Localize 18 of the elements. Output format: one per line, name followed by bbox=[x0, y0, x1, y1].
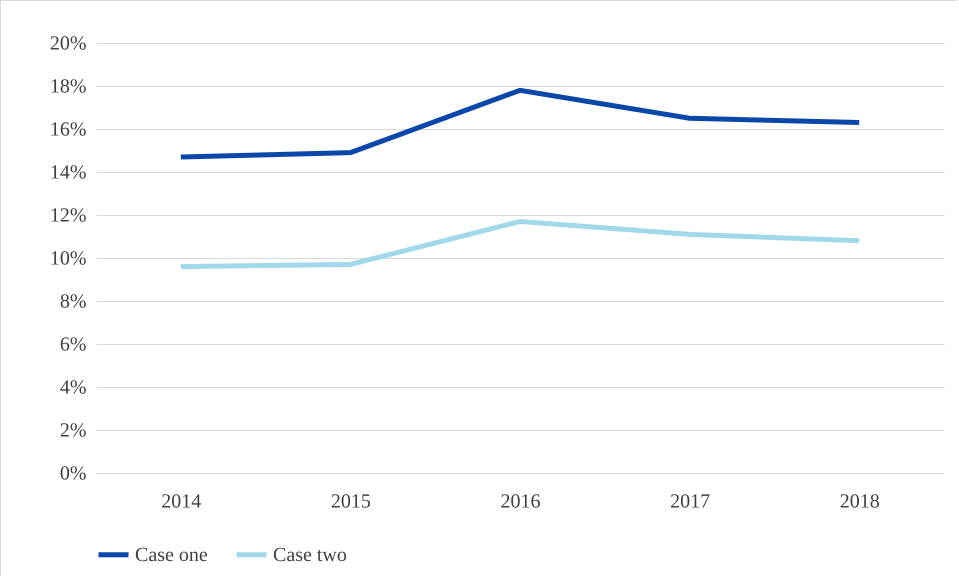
x-tick-label: 2017 bbox=[670, 490, 710, 512]
y-tick-label: 4% bbox=[60, 376, 86, 398]
legend-label: Case two bbox=[273, 544, 347, 566]
y-tick-label: 20% bbox=[50, 32, 86, 54]
x-tick-label: 2016 bbox=[500, 490, 540, 512]
y-tick-label: 0% bbox=[60, 462, 86, 484]
y-tick-label: 18% bbox=[50, 76, 86, 98]
y-tick-label: 12% bbox=[50, 204, 86, 226]
legend-label: Case one bbox=[135, 544, 208, 566]
y-tick-label: 10% bbox=[50, 248, 86, 270]
y-tick-label: 8% bbox=[60, 290, 86, 312]
y-tick-label: 14% bbox=[50, 162, 86, 184]
x-tick-label: 2014 bbox=[161, 490, 202, 512]
x-tick-label: 2015 bbox=[330, 490, 371, 512]
y-tick-label: 6% bbox=[60, 334, 86, 356]
x-tick-label: 2018 bbox=[840, 490, 880, 512]
y-tick-label: 2% bbox=[60, 420, 86, 442]
y-tick-label: 16% bbox=[50, 118, 86, 140]
